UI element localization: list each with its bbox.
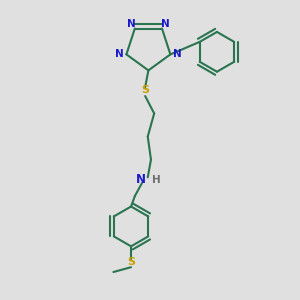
Text: N: N bbox=[173, 50, 182, 59]
Text: N: N bbox=[127, 19, 136, 29]
Text: N: N bbox=[161, 19, 170, 29]
Text: N: N bbox=[115, 50, 124, 59]
Text: S: S bbox=[127, 257, 135, 267]
Text: H: H bbox=[152, 175, 161, 185]
Text: S: S bbox=[141, 85, 149, 95]
Text: N: N bbox=[136, 173, 146, 186]
